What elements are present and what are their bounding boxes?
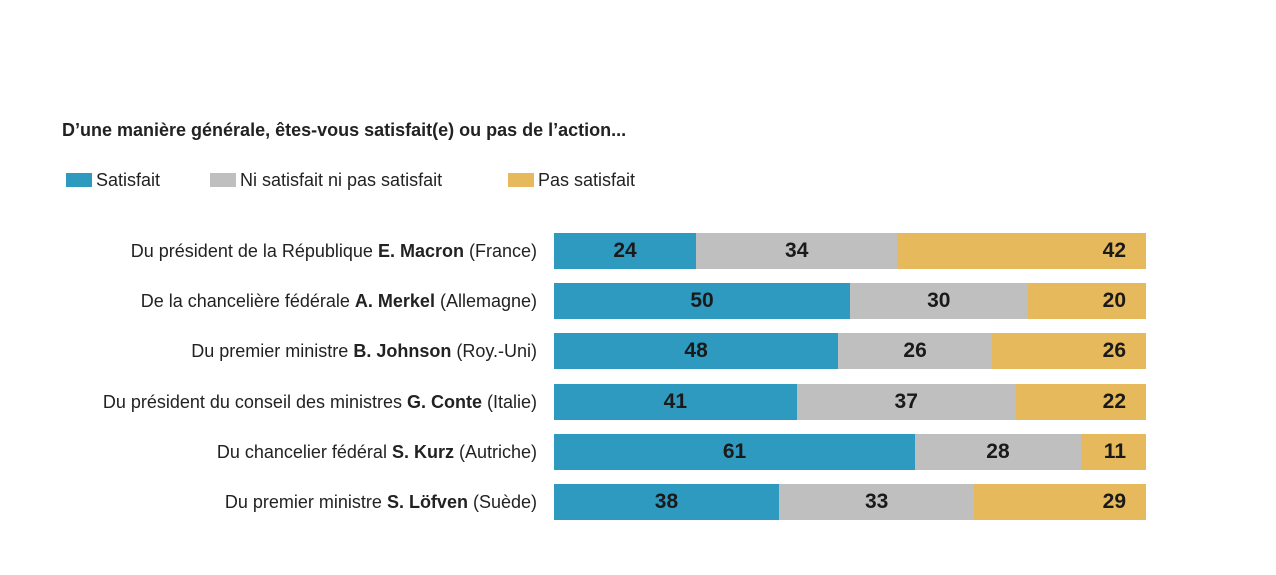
row-label: De la chancelière fédérale A. Merkel (Al… [141,290,537,312]
stacked-bar: 61 28 11 [554,434,1147,470]
data-label-neutre: 28 [986,440,1010,463]
legend-item-neutre: Ni satisfait ni pas satisfait [210,168,442,192]
bar-segment-satisfait [554,384,798,420]
stacked-bar: 48 26 26 [554,333,1147,369]
row-label-prefix: Du président de la République [130,241,378,261]
bar-segment-satisfait [554,484,780,520]
bar-segment-pas-satisfait [1080,434,1147,470]
bar-segment-pas-satisfait [974,484,1147,520]
bar-segment-neutre [778,484,975,520]
data-label-neutre: 33 [864,490,889,513]
row-label-leader: S. Kurz [391,442,454,462]
row-label: Du premier ministre B. Johnson (Roy.-Uni… [191,340,537,362]
data-label-satisfait: 38 [654,490,679,513]
row-label-prefix: Du premier ministre [191,341,354,361]
row-label: Du président du conseil des ministres G.… [103,391,537,413]
data-label-neutre: 30 [927,289,951,312]
legend-swatch-pas-satisfait [508,173,534,187]
row-label: Du président de la République E. Macron … [131,240,537,262]
row-label-leader: A. Merkel [354,291,435,311]
row-label-leader: S. Löfven [386,492,468,512]
legend-label-pas-satisfait: Pas satisfait [538,169,636,190]
row-label-country: (Suède) [467,492,537,512]
bar-segment-satisfait [554,233,697,269]
bar-segment-neutre [796,384,1017,420]
bar-segment-satisfait [554,333,839,369]
row-label-country: (France) [463,241,537,261]
data-label-pas-satisfait: 42 [1102,239,1126,262]
row-label-country: (Allemagne) [434,291,537,311]
stacked-bar: 38 33 29 [554,484,1147,520]
bar-segment-neutre [850,283,1029,319]
legend-item-pas-satisfait: Pas satisfait [508,168,635,192]
bar-segment-neutre [838,333,993,369]
data-label-neutre: 34 [785,239,809,262]
bar-segment-pas-satisfait [992,333,1147,369]
data-label-neutre: 26 [903,339,927,362]
legend-item-satisfait: Satisfait [66,168,160,192]
row-label-prefix: De la chancelière fédérale [140,291,355,311]
legend-swatch-satisfait [66,173,92,187]
stacked-bar: 41 37 22 [554,384,1147,420]
bar-segment-satisfait [554,283,851,319]
stacked-bar: 50 30 20 [554,283,1147,319]
data-label-neutre: 37 [894,390,918,413]
row-label-prefix: Du premier ministre [224,492,387,512]
data-label-pas-satisfait: 26 [1102,339,1126,362]
row-label-leader: E. Macron [377,241,464,261]
bar-segment-pas-satisfait [1015,384,1147,420]
bar-segment-pas-satisfait [897,233,1147,269]
row-label-country: (Italie) [481,392,537,412]
bar-segment-satisfait [554,434,916,470]
row-label-leader: B. Johnson [353,341,452,361]
data-label-pas-satisfait: 22 [1102,390,1126,413]
bar-segment-pas-satisfait [1027,283,1147,319]
row-label-country: (Autriche) [453,442,537,462]
data-label-satisfait: 41 [663,390,688,413]
legend-label-neutre: Ni satisfait ni pas satisfait [240,169,443,190]
row-label: Du premier ministre S. Löfven (Suède) [225,491,537,513]
bar-segment-neutre [696,233,898,269]
data-label-satisfait: 50 [690,289,714,312]
row-label: Du chancelier fédéral S. Kurz (Autriche) [217,441,537,463]
stacked-bar: 24 34 42 [554,233,1147,269]
legend-label-satisfait: Satisfait [96,169,161,190]
bar-segment-neutre [915,434,1082,470]
data-label-pas-satisfait: 11 [1103,440,1126,463]
data-label-satisfait: 48 [684,339,708,362]
data-label-satisfait: 61 [722,440,747,463]
chart-title: D’une manière générale, êtes-vous satisf… [62,120,627,140]
row-label-prefix: Du président du conseil des ministres [102,392,407,412]
data-label-pas-satisfait: 20 [1102,289,1126,312]
row-label-leader: G. Conte [406,392,482,412]
data-label-pas-satisfait: 29 [1102,490,1126,513]
row-label-prefix: Du chancelier fédéral [216,442,392,462]
legend-swatch-neutre [210,173,236,187]
row-label-country: (Roy.-Uni) [451,341,537,361]
data-label-satisfait: 24 [613,239,637,262]
